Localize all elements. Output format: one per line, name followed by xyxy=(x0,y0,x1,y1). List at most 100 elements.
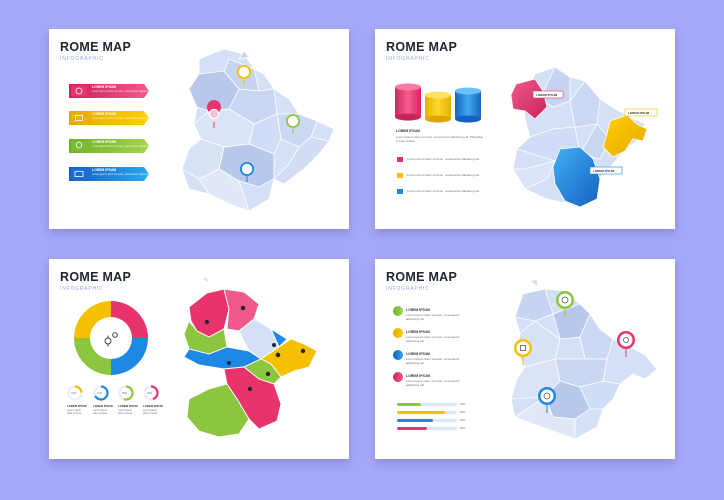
stat-3-heading: LOREM IPSUM xyxy=(118,404,138,408)
ribbon-1 xyxy=(69,84,149,98)
list-dot-blue xyxy=(393,350,403,360)
list-3-text: Lorem ipsum dolor sit amet, consectetur … xyxy=(406,357,460,365)
bar-4-label: 50% xyxy=(460,426,466,430)
card-title: ROME MAP xyxy=(386,40,458,54)
section-body: Lorem ipsum dolor sit amet, consectetur … xyxy=(396,135,483,143)
card-subtitle: INFOGRAPHIC xyxy=(60,286,104,292)
section-heading: LOREM IPSUM xyxy=(396,129,420,133)
mini-donut-1 xyxy=(67,385,83,401)
tower-icon xyxy=(623,337,629,343)
progress-bars xyxy=(397,403,457,430)
legend-text-2: Lorem ipsum dolor sit amet, consectetur … xyxy=(407,173,480,177)
stat-4-text: Lorem ipsum dolor sit amet xyxy=(143,409,158,416)
ribbon-3 xyxy=(69,139,149,153)
rome-map xyxy=(510,278,658,440)
map-region-pink xyxy=(510,78,548,120)
cylinder-blue xyxy=(455,87,481,123)
temple-icon xyxy=(520,345,526,351)
callout-box-yellow xyxy=(624,108,658,117)
ribbon-2-text: Lorem ipsum dolor sit amet, consectetur … xyxy=(92,117,155,120)
bar-3-label: 60% xyxy=(460,418,466,422)
map-pin-pink xyxy=(207,99,222,128)
legend-text-1: Lorem ipsum dolor sit amet, consectetur … xyxy=(407,157,480,161)
ribbon-1-text: Lorem ipsum dolor sit amet, consectetur … xyxy=(92,90,155,93)
progress-fill xyxy=(397,411,445,414)
ribbon-2-heading: LOREM IPSUM xyxy=(92,112,116,116)
card2-graphics xyxy=(395,66,658,208)
list-1-heading: LOREM IPSUM xyxy=(406,308,430,312)
legend-swatch-blue xyxy=(397,189,403,194)
list-dot-pink xyxy=(393,372,403,382)
list-4-heading: LOREM IPSUM xyxy=(406,374,430,378)
stat-2-text: Lorem ipsum dolor sit amet xyxy=(93,409,108,416)
list-dot-green xyxy=(393,306,403,316)
stat-3-text: Lorem ipsum dolor sit amet xyxy=(118,409,133,416)
map-region-yellow xyxy=(602,114,648,158)
bar-2-label: 80% xyxy=(460,410,466,414)
mini-donut-2 xyxy=(93,385,109,401)
ribbon-3-text: Lorem ipsum dolor sit amet, consectetur … xyxy=(92,145,155,148)
map-pin-green xyxy=(286,114,300,134)
infographic-card-2: ROME MAP INFOGRAPHIC xyxy=(375,29,675,229)
map-region-blue xyxy=(552,146,601,208)
card-subtitle: INFOGRAPHIC xyxy=(60,56,104,62)
cylinder-pink xyxy=(395,83,421,121)
map-pin-yellow xyxy=(514,339,532,365)
card-subtitle: INFOGRAPHIC xyxy=(386,56,430,62)
legend-swatch-pink xyxy=(397,157,403,162)
infographic-card-3: ROME MAP INFOGRAPHIC xyxy=(49,259,349,459)
list-3-heading: LOREM IPSUM xyxy=(406,352,430,356)
stat-1-heading: LOREM IPSUM xyxy=(67,404,87,408)
card1-graphics xyxy=(69,48,335,212)
mini-donut-3-value: 55% xyxy=(122,391,128,395)
stat-4-heading: LOREM IPSUM xyxy=(143,404,163,408)
mini-donut-4-value: 45% xyxy=(147,391,153,395)
rome-map xyxy=(181,48,335,212)
mini-donut-4 xyxy=(143,385,159,401)
ribbon-1-heading: LOREM IPSUM xyxy=(92,85,116,89)
ribbon-4-text: Lorem ipsum dolor sit amet, consectetur … xyxy=(92,173,155,176)
lightbulb-icon xyxy=(75,141,83,149)
list-dot-yellow xyxy=(393,328,403,338)
map-pin-blue xyxy=(240,162,254,182)
shop-icon xyxy=(74,171,84,177)
ribbon-4-heading: LOREM IPSUM xyxy=(92,168,116,172)
card3-graphics xyxy=(67,276,318,438)
card4-graphics xyxy=(393,278,658,440)
cylinder-yellow xyxy=(425,91,451,123)
card-title: ROME MAP xyxy=(386,270,458,284)
ribbon-3-heading: LOREM IPSUM xyxy=(92,140,116,144)
colosseum-icon xyxy=(561,296,569,304)
card-subtitle: INFOGRAPHIC xyxy=(386,286,430,292)
callout-box-pink xyxy=(532,90,564,99)
stat-1-text: Lorem ipsum dolor sit amet xyxy=(67,409,82,416)
card-title: ROME MAP xyxy=(60,270,132,284)
legend-text-3: Lorem ipsum dolor sit amet, consectetur … xyxy=(407,189,480,193)
map-pins xyxy=(204,305,306,392)
map-pin-pink xyxy=(617,331,635,357)
callout-box-blue xyxy=(589,166,623,175)
card-title: ROME MAP xyxy=(60,40,132,54)
rome-map xyxy=(183,276,318,438)
donut-chart xyxy=(74,301,148,375)
building-icon xyxy=(75,87,83,95)
gear-icon xyxy=(104,332,118,347)
list-2-heading: LOREM IPSUM xyxy=(406,330,430,334)
map-pin-yellow xyxy=(237,65,251,85)
legend-swatch-yellow xyxy=(397,173,403,178)
list-1-text: Lorem ipsum dolor sit amet, consectetur … xyxy=(406,313,460,321)
ribbon-4 xyxy=(69,167,149,181)
monument-icon xyxy=(543,392,551,400)
infographic-card-1: ROME MAP INFOGRAPHIC xyxy=(49,29,349,229)
mini-donut-2-value: 67% xyxy=(97,391,103,395)
mini-donut-1-value: 24% xyxy=(71,391,77,395)
callout-label-pink: LOREM IPSUM xyxy=(536,92,558,97)
callout-label-yellow: LOREM IPSUM xyxy=(628,110,650,115)
list-4-text: Lorem ipsum dolor sit amet, consectetur … xyxy=(406,379,460,387)
list-2-text: Lorem ipsum dolor sit amet, consectetur … xyxy=(406,335,460,343)
progress-fill xyxy=(397,403,421,406)
mini-donut-3 xyxy=(118,385,134,401)
infographic-card-4: ROME MAP INFOGRAPHIC xyxy=(375,259,675,459)
ribbon-2 xyxy=(69,111,149,125)
map-pin-green xyxy=(556,291,574,317)
